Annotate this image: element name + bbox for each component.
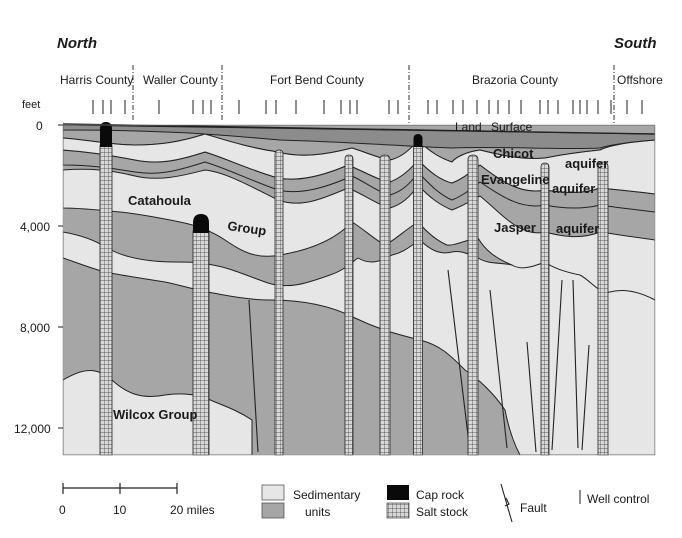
- salt-stock-body: [413, 141, 423, 456]
- depth-label-4000: 4,000: [20, 220, 50, 234]
- depth-axis: [58, 124, 63, 429]
- depth-label-8000: 8,000: [20, 321, 50, 335]
- section-frame: [62, 124, 656, 456]
- county-waller: Waller County: [143, 73, 218, 87]
- legend-swatch-cap-rock: [387, 485, 409, 500]
- legend-cap-rock: Cap rock: [416, 488, 465, 502]
- north-label: North: [57, 35, 97, 52]
- salt-stock: [99, 122, 113, 456]
- salt-stock-body: [344, 154, 354, 456]
- fault-line: [489, 289, 508, 449]
- county-offshore: Offshore: [617, 73, 663, 87]
- chicot-evangeline-light-band: [63, 133, 655, 195]
- cap-rock: [100, 122, 112, 147]
- legend: Sedimentary units Cap rock Salt stock Fa…: [261, 483, 649, 523]
- land-surface-band: [63, 125, 655, 150]
- scale-bar: [62, 483, 178, 494]
- scale-label-20: 20 miles: [170, 503, 215, 517]
- salt-stock: [344, 154, 354, 456]
- county-harris: Harris County: [60, 73, 133, 87]
- surface-label: Surface: [491, 120, 533, 134]
- evangeline-label: Evangeline: [481, 172, 550, 187]
- salt-stock: [192, 214, 210, 456]
- scale-label-10: 10: [113, 503, 127, 517]
- jasper-aquifer-label: aquifer: [556, 221, 599, 236]
- wilcox-label: Wilcox Group: [113, 407, 197, 422]
- salt-stock-body: [274, 149, 284, 456]
- fault-line: [447, 269, 471, 453]
- legend-fault: Fault: [520, 501, 547, 515]
- fault-line: [551, 279, 563, 451]
- legend-salt-stock: Salt stock: [416, 505, 469, 519]
- county-boundaries: [132, 65, 615, 134]
- cross-section-body: [63, 125, 655, 455]
- depth-label-0: 0: [36, 119, 43, 133]
- land-surface-line: [62, 123, 656, 135]
- chicot-label: Chicot: [493, 146, 534, 161]
- legend-sedimentary: Sedimentary: [293, 488, 360, 502]
- south-label: South: [614, 35, 657, 52]
- depth-label-12000: 12,000: [14, 422, 51, 436]
- catahoula-label: Catahoula: [128, 193, 192, 208]
- cap-rock: [413, 134, 423, 147]
- cap-rock: [193, 214, 209, 233]
- fault-line: [572, 279, 579, 449]
- salt-stock: [540, 162, 550, 456]
- depth-unit-label: feet: [22, 99, 40, 111]
- legend-swatch-light: [261, 484, 285, 501]
- jasper-label: Jasper: [494, 220, 536, 235]
- fault-line: [581, 344, 590, 451]
- scale-label-0: 0: [59, 503, 66, 517]
- legend-fault-icon: [500, 483, 513, 523]
- legend-swatch-salt-stock: [386, 502, 410, 519]
- legend-units: units: [305, 505, 330, 519]
- county-brazoria: Brazoria County: [472, 73, 558, 87]
- salt-stock-body: [379, 154, 391, 456]
- legend-well-control: Well control: [587, 492, 649, 506]
- salt-stock-body: [597, 161, 609, 456]
- chicot-aquifer-label: aquifer: [565, 156, 608, 171]
- evangeline-aquifer-label: aquifer: [552, 181, 595, 196]
- fault-line: [248, 299, 259, 453]
- salt-stock: [413, 134, 423, 456]
- salt-stock-body: [540, 162, 550, 456]
- well-control-ticks: [92, 100, 643, 114]
- salt-stock-body: [467, 154, 479, 456]
- group-label: Group: [227, 218, 268, 238]
- salt-stock: [597, 161, 609, 456]
- land-label: Land: [455, 120, 482, 134]
- salt-stock: [379, 154, 391, 456]
- salt-stock: [274, 149, 284, 456]
- county-fort-bend: Fort Bend County: [270, 73, 364, 87]
- faults: [248, 269, 590, 453]
- fault-line: [526, 341, 537, 453]
- legend-swatch-dark: [261, 502, 285, 519]
- salt-stocks: [99, 122, 609, 456]
- salt-stock: [467, 154, 479, 456]
- salt-stock-body: [99, 139, 113, 456]
